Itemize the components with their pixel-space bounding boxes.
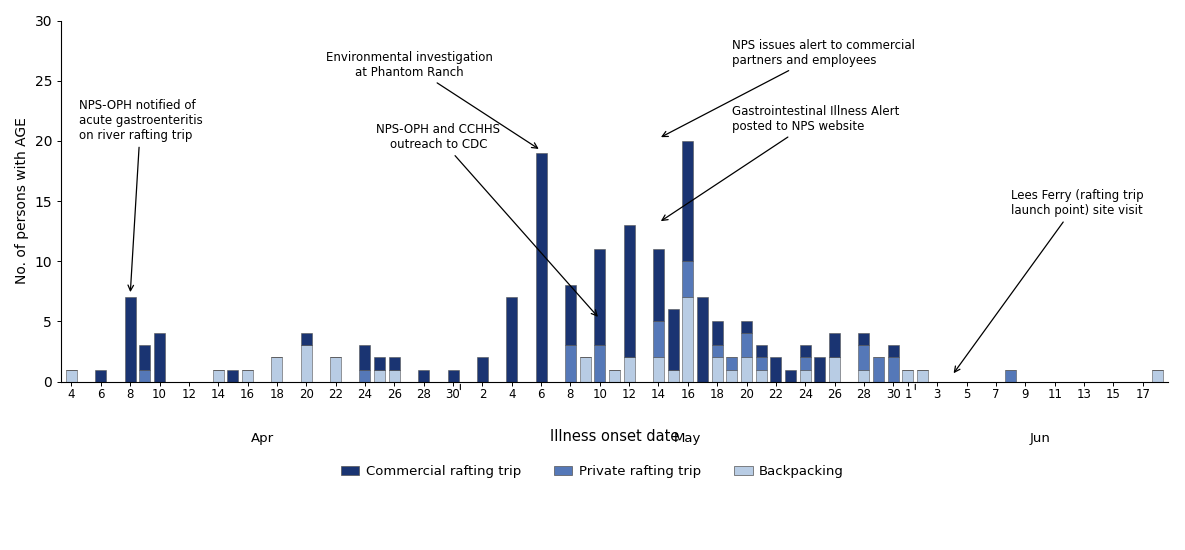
Bar (95, 370, 107, 382)
Bar (301, 333, 312, 345)
Bar (506, 298, 517, 382)
Bar (667, 370, 679, 382)
Bar (389, 370, 399, 382)
Bar (683, 298, 693, 382)
Bar (667, 309, 679, 370)
Bar (712, 358, 723, 382)
Bar (800, 345, 811, 358)
Text: NPS-OPH and CCHHS
outreach to CDC: NPS-OPH and CCHHS outreach to CDC (377, 123, 597, 316)
Bar (623, 225, 635, 358)
Bar (140, 345, 150, 370)
Text: Apr: Apr (251, 432, 274, 445)
Bar (858, 370, 870, 382)
Bar (359, 370, 371, 382)
Bar (594, 249, 606, 345)
Text: Environmental investigation
at Phantom Ranch: Environmental investigation at Phantom R… (326, 51, 538, 148)
Bar (418, 370, 429, 382)
Bar (830, 358, 840, 382)
Bar (609, 370, 620, 382)
Text: Jun: Jun (1030, 432, 1050, 445)
Bar (1152, 370, 1162, 382)
Bar (917, 370, 928, 382)
Bar (213, 370, 224, 382)
Bar (374, 358, 385, 370)
Bar (756, 358, 767, 370)
Bar (858, 345, 870, 370)
Bar (726, 370, 737, 382)
Bar (741, 358, 752, 382)
Bar (653, 249, 664, 321)
Bar (770, 358, 781, 382)
Bar (594, 345, 606, 382)
Bar (331, 358, 341, 382)
Bar (814, 358, 826, 382)
Bar (830, 333, 840, 358)
Bar (579, 358, 590, 382)
Bar (756, 370, 767, 382)
Bar (712, 321, 723, 345)
Bar (374, 370, 385, 382)
Bar (697, 298, 707, 382)
Bar (271, 358, 282, 382)
Bar (359, 345, 371, 370)
Bar (154, 333, 165, 382)
Legend: Commercial rafting trip, Private rafting trip, Backpacking: Commercial rafting trip, Private rafting… (335, 460, 850, 483)
Text: May: May (674, 432, 702, 445)
Bar (741, 333, 752, 358)
Bar (565, 345, 576, 382)
Bar (858, 333, 870, 345)
Bar (228, 370, 238, 382)
Bar (873, 358, 884, 382)
Bar (800, 370, 811, 382)
Bar (800, 358, 811, 370)
Text: NPS-OPH notified of
acute gastroenteritis
on river rafting trip: NPS-OPH notified of acute gastroenteriti… (79, 99, 203, 291)
Bar (653, 321, 664, 358)
Text: NPS issues alert to commercial
partners and employees: NPS issues alert to commercial partners … (662, 39, 915, 136)
X-axis label: Illness onset date: Illness onset date (550, 429, 679, 444)
Text: Lees Ferry (rafting trip
launch point) site visit: Lees Ferry (rafting trip launch point) s… (954, 189, 1144, 372)
Bar (140, 370, 150, 382)
Text: Gastrointestinal Illness Alert
posted to NPS website: Gastrointestinal Illness Alert posted to… (662, 104, 899, 221)
Bar (784, 370, 796, 382)
Bar (623, 358, 635, 382)
Bar (448, 370, 459, 382)
Bar (712, 345, 723, 358)
Bar (565, 285, 576, 345)
Bar (888, 358, 898, 382)
Bar (741, 321, 752, 333)
Bar (124, 298, 136, 382)
Bar (653, 358, 664, 382)
Bar (242, 370, 254, 382)
Bar (683, 261, 693, 298)
Bar (66, 370, 77, 382)
Bar (389, 358, 399, 370)
Bar (756, 345, 767, 358)
Bar (903, 370, 914, 382)
Y-axis label: No. of persons with AGE: No. of persons with AGE (15, 118, 28, 284)
Bar (301, 345, 312, 382)
Bar (1005, 370, 1017, 382)
Bar (888, 345, 898, 358)
Bar (536, 153, 546, 382)
Bar (476, 358, 488, 382)
Bar (683, 141, 693, 261)
Bar (726, 358, 737, 370)
